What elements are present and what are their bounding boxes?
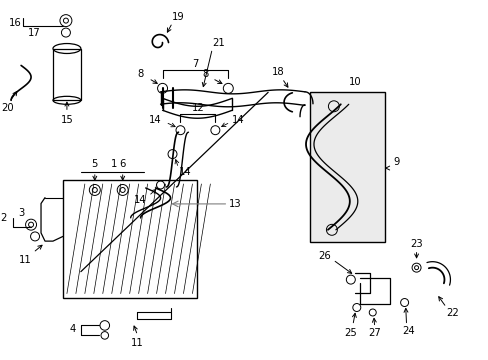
Bar: [63, 180, 197, 298]
Text: 14: 14: [134, 195, 147, 205]
Text: 9: 9: [393, 157, 399, 167]
Text: 14: 14: [231, 115, 244, 125]
Bar: [309, 92, 384, 242]
Text: 18: 18: [271, 67, 284, 77]
Text: 23: 23: [409, 239, 422, 249]
Text: 19: 19: [172, 12, 184, 22]
Text: 2: 2: [0, 213, 6, 222]
Text: 12: 12: [192, 103, 204, 113]
Text: 11: 11: [19, 255, 31, 265]
Text: 14: 14: [149, 115, 162, 125]
Text: 6: 6: [119, 159, 125, 169]
Text: 13: 13: [228, 199, 241, 209]
Text: 1: 1: [111, 159, 117, 169]
Text: 25: 25: [344, 328, 356, 338]
Text: 4: 4: [70, 324, 76, 334]
Text: 20: 20: [1, 103, 14, 113]
Text: 8: 8: [202, 69, 208, 80]
Text: 3: 3: [18, 208, 24, 218]
Text: 15: 15: [61, 115, 73, 125]
Text: 14: 14: [179, 167, 191, 177]
Bar: [53, 49, 81, 100]
Text: 10: 10: [348, 77, 360, 87]
Text: 5: 5: [91, 159, 98, 169]
Text: 7: 7: [192, 59, 198, 69]
Text: 11: 11: [131, 338, 144, 348]
Text: 24: 24: [402, 327, 414, 336]
Text: 26: 26: [318, 251, 331, 261]
Text: 8: 8: [137, 69, 143, 80]
Text: 16: 16: [9, 18, 21, 28]
Text: 22: 22: [445, 309, 458, 319]
Text: 17: 17: [28, 28, 41, 37]
Text: 27: 27: [367, 328, 380, 338]
Text: 21: 21: [211, 37, 224, 48]
